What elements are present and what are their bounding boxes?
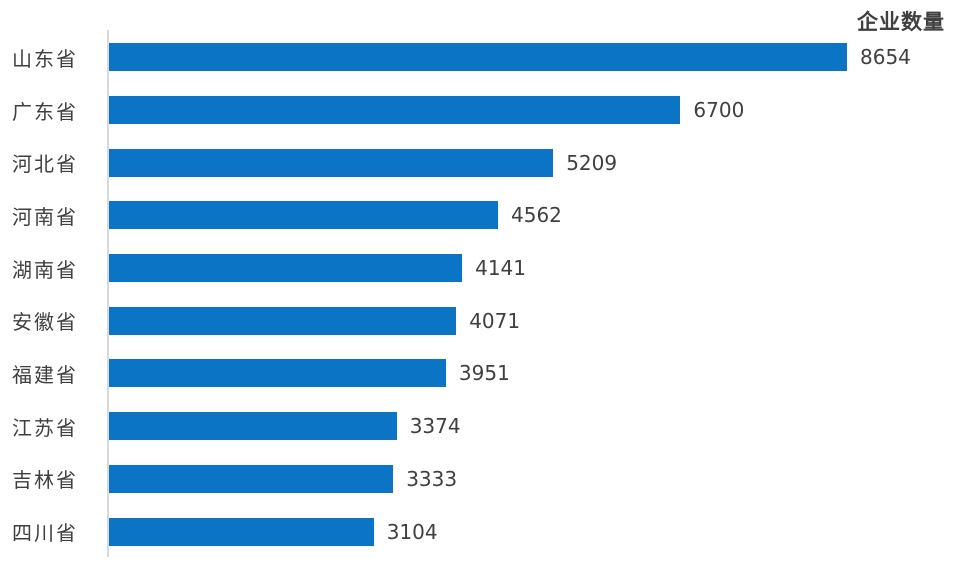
bar	[109, 254, 463, 283]
category-label: 山东省	[12, 46, 78, 71]
bar-row: 安徽省 4071	[0, 294, 959, 347]
bar-row: 山东省 8654	[0, 31, 959, 84]
bar	[109, 464, 394, 493]
value-label: 3333	[406, 466, 458, 491]
bar-row: 河北省 5209	[0, 136, 959, 189]
value-label: 4071	[469, 308, 521, 333]
category-label: 河南省	[12, 204, 78, 229]
category-label: 江苏省	[12, 415, 78, 440]
value-label: 3374	[409, 414, 461, 439]
bar-row: 福建省 3951	[0, 347, 959, 400]
plot-area: 山东省 8654 广东省 6700 河北省 5209 河南省 4562 湖南省 …	[0, 31, 959, 558]
y-axis-line	[107, 30, 109, 557]
bar	[109, 201, 498, 230]
bar	[109, 148, 554, 177]
bar	[109, 412, 397, 441]
category-label: 湖南省	[12, 257, 78, 282]
category-label: 广东省	[12, 99, 78, 124]
chart-title: 企业数量	[857, 10, 945, 34]
value-label: 4562	[511, 203, 562, 228]
value-label: 6700	[693, 98, 745, 123]
value-label: 5209	[566, 150, 618, 175]
bar	[109, 359, 446, 388]
value-label: 4141	[475, 256, 526, 281]
bar-row: 吉林省 3333	[0, 453, 959, 506]
bar	[109, 96, 681, 125]
bar-row: 四川省 3104	[0, 505, 959, 558]
value-label: 3951	[458, 361, 510, 386]
bar	[109, 306, 457, 335]
bar-row: 广东省 6700	[0, 84, 959, 137]
category-label: 福建省	[12, 362, 78, 387]
bar-row: 江苏省 3374	[0, 400, 959, 453]
bar-row: 湖南省 4141	[0, 242, 959, 295]
value-label: 8654	[860, 45, 911, 70]
bar	[109, 517, 374, 546]
bar	[109, 43, 847, 72]
category-label: 四川省	[12, 521, 78, 546]
bar-row: 河南省 4562	[0, 189, 959, 242]
category-label: 河北省	[12, 152, 78, 177]
value-label: 3104	[386, 519, 438, 544]
category-label: 吉林省	[12, 468, 78, 493]
category-label: 安徽省	[12, 310, 78, 335]
